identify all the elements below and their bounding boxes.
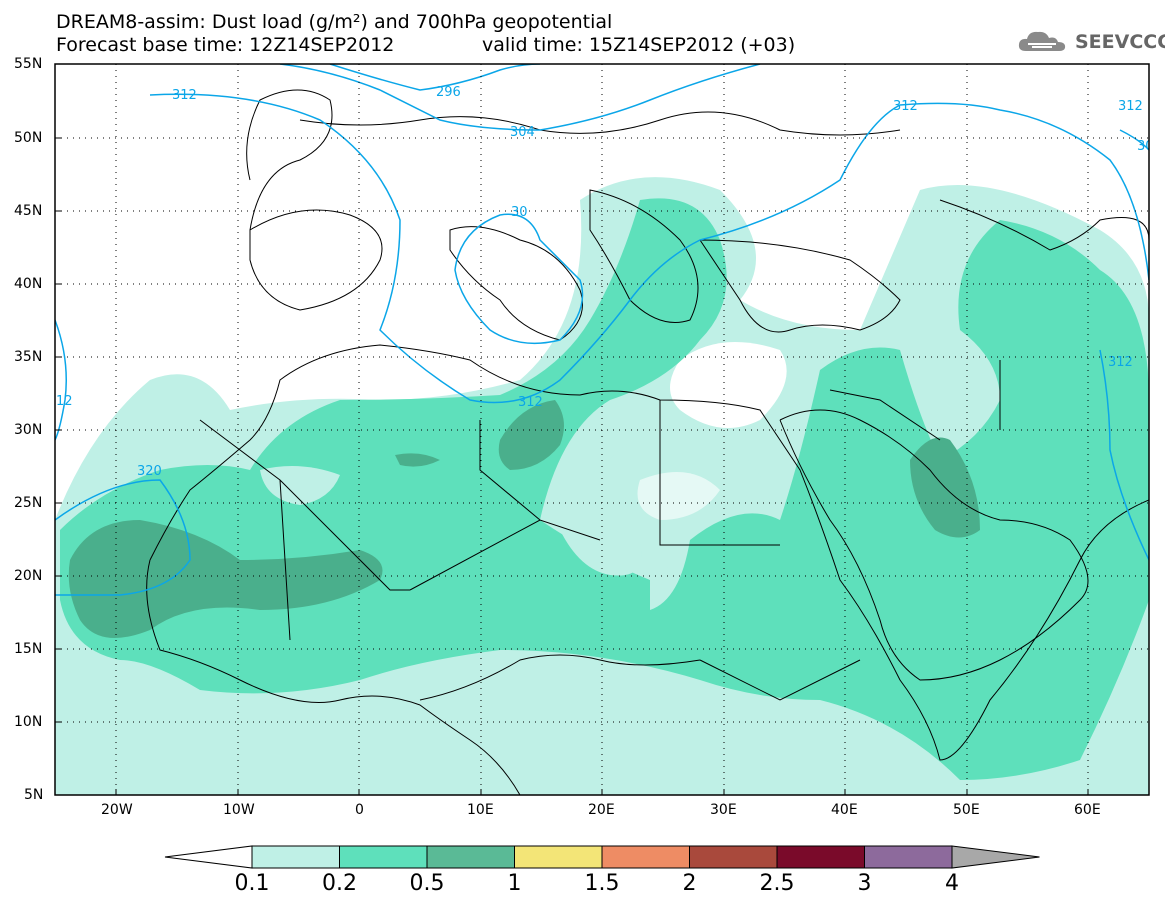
lon-label: 10W	[223, 802, 255, 818]
colorbar-swatch	[339, 845, 428, 869]
colorbar-swatch	[514, 845, 603, 869]
colorbar-swatch	[776, 845, 865, 869]
lat-label: 25N	[14, 495, 43, 511]
valid-time: valid time: 15Z14SEP2012 (+03)	[482, 34, 796, 56]
colorbar-label: 0.1	[234, 871, 270, 896]
lon-label: 30E	[710, 802, 737, 818]
lat-label: 35N	[14, 349, 43, 365]
colorbar-swatch	[251, 845, 340, 869]
colorbar-under-arrow	[164, 845, 253, 869]
chart-title: DREAM8-assim: Dust load (g/m²) and 700hP…	[56, 11, 613, 33]
lon-label: 20W	[101, 802, 133, 818]
colorbar-label: 4	[945, 871, 959, 896]
logo-text: SEEVCCC	[1075, 31, 1165, 53]
lat-label: 55N	[14, 56, 43, 72]
colorbar-label: 3	[857, 871, 872, 896]
dust-region-medium	[60, 198, 1149, 781]
forecast-base-time: Forecast base time: 12Z14SEP2012	[56, 34, 395, 56]
colorbar-label: 0.5	[409, 871, 445, 896]
colorbar-label: 0.2	[322, 871, 357, 896]
lat-label: 20N	[14, 568, 43, 584]
lat-label: 30N	[14, 422, 43, 438]
lat-label: 45N	[14, 203, 43, 219]
contour-label: 312	[172, 88, 197, 103]
lon-label: 60E	[1074, 802, 1101, 818]
contour-label: 304	[510, 125, 535, 140]
contour-label: 320	[137, 464, 162, 479]
colorbar-over-arrow	[951, 845, 1040, 869]
contour-label: 12	[56, 394, 73, 409]
colorbar-label: 2	[682, 871, 697, 896]
colorbar-swatch	[864, 845, 953, 869]
contour-label: 296	[436, 85, 461, 100]
colorbar-label: 2.5	[759, 871, 795, 896]
dust-region-dark-west	[68, 520, 383, 638]
lat-label: 40N	[14, 276, 43, 292]
colorbar-label: 1	[507, 871, 522, 896]
lon-label: 0	[355, 802, 364, 818]
lon-label: 20E	[588, 802, 615, 818]
contour-label: 312	[1108, 355, 1133, 370]
lat-label: 10N	[14, 714, 43, 730]
contour-label: 30	[511, 205, 528, 220]
lat-label: 5N	[24, 787, 44, 803]
lon-label: 10E	[467, 802, 494, 818]
colorbar-swatch	[426, 845, 515, 869]
contour-label: 312	[893, 99, 918, 114]
contour-label: 312	[518, 395, 543, 410]
colorbar-label: 1.5	[584, 871, 620, 896]
lat-label: 15N	[14, 641, 43, 657]
contour-label: 30	[1137, 139, 1154, 154]
dust-region-dark-libya	[498, 400, 564, 470]
cloud-icon	[1018, 31, 1066, 51]
lon-label: 50E	[953, 802, 980, 818]
lat-label: 50N	[14, 130, 43, 146]
lon-label: 40E	[831, 802, 858, 818]
contour-label: 312	[1118, 99, 1143, 114]
colorbar-swatch	[689, 845, 778, 869]
colorbar-swatch	[601, 845, 690, 869]
